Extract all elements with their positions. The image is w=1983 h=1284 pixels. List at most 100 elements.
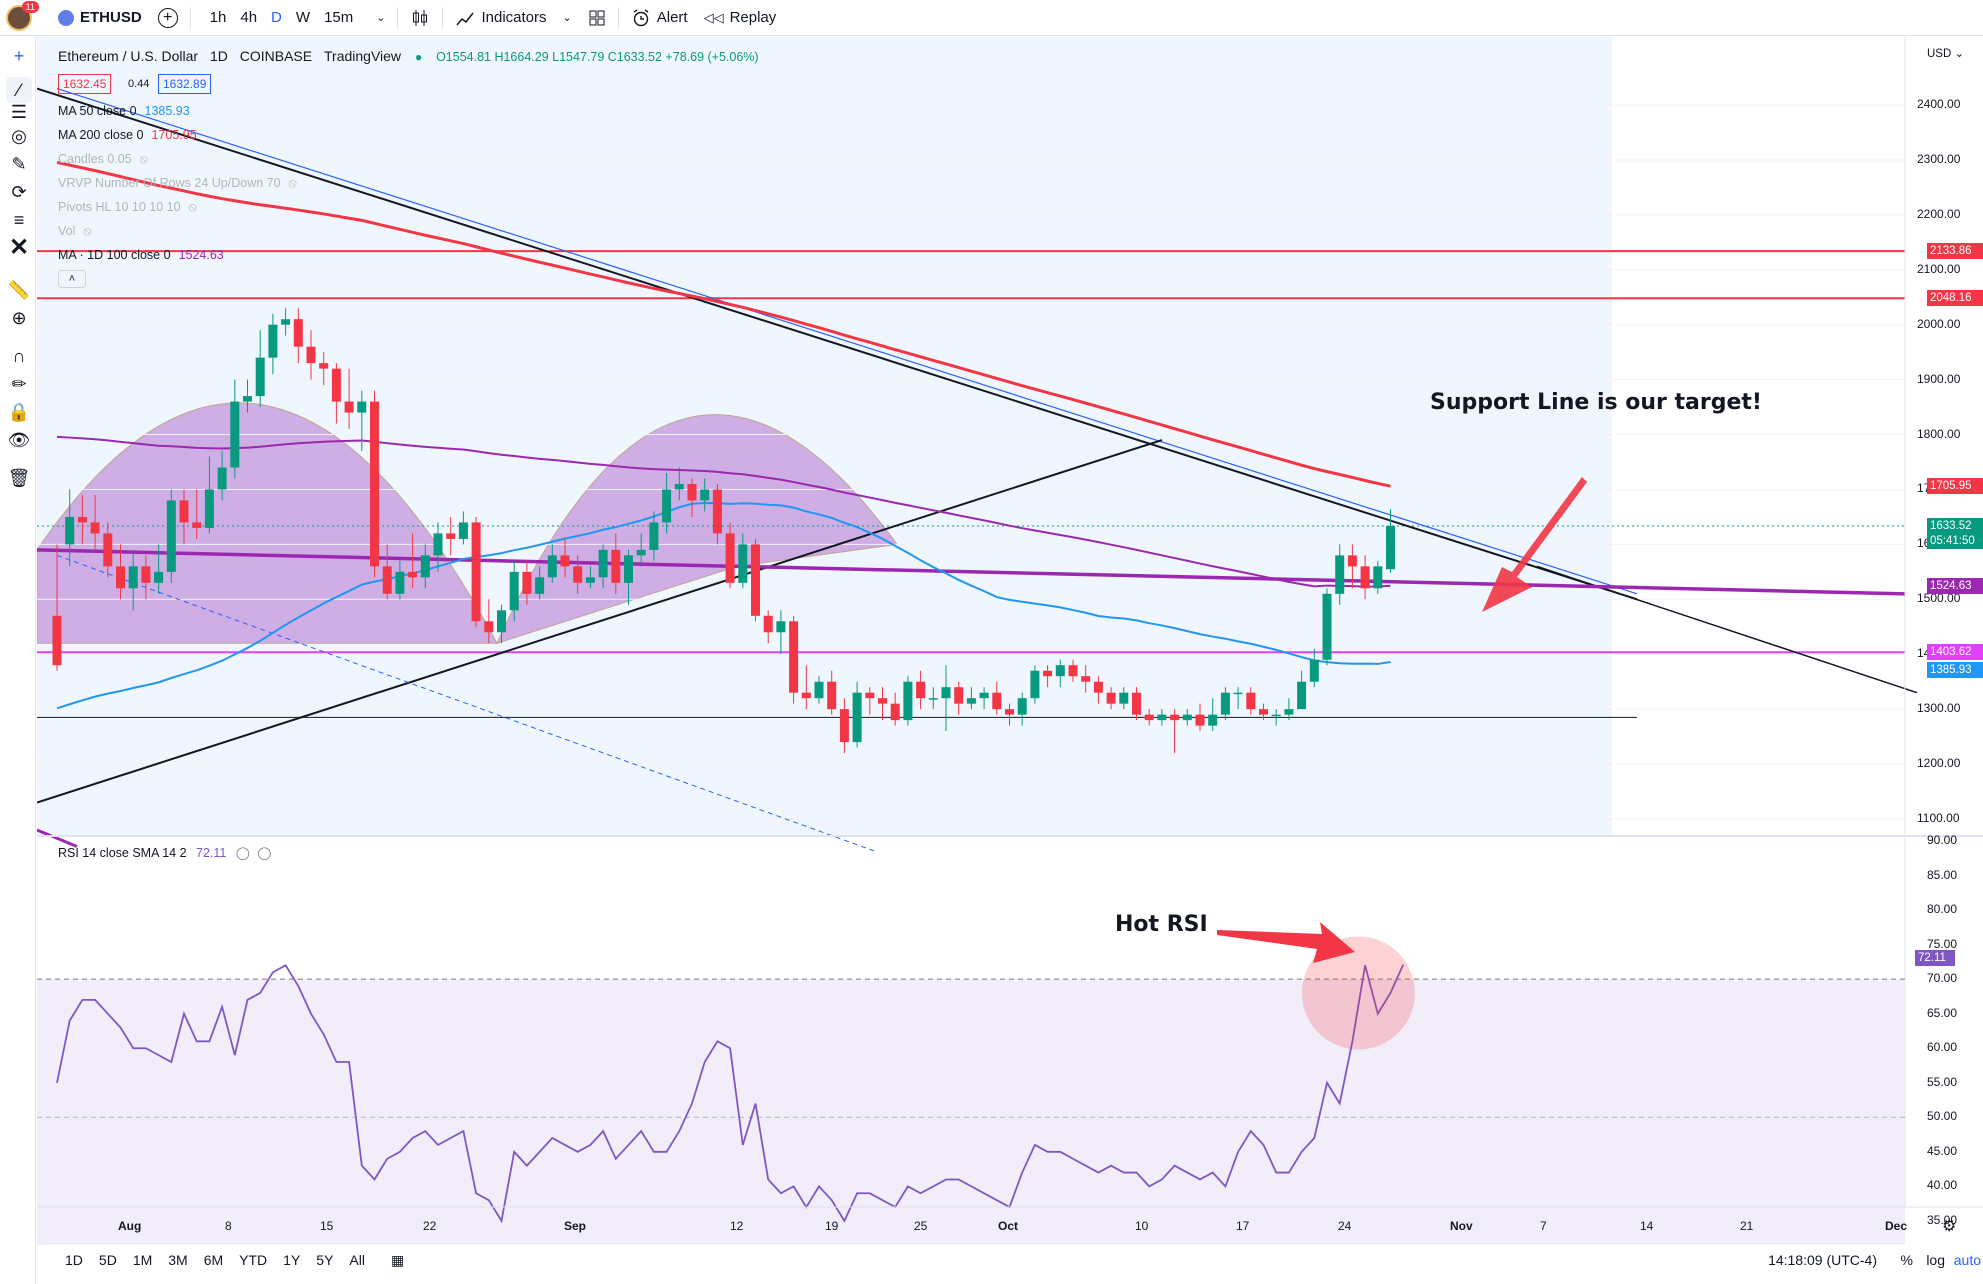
indicator-row[interactable]: VRVP Number Of Rows 24 Up/Down 70 ⦸ [58,176,297,191]
indicators-button[interactable]: Indicators [447,0,554,36]
symbol-search-button[interactable]: ETHUSD [50,0,150,36]
log-toggle[interactable]: log [1926,1252,1945,1268]
text-tool[interactable]: ≡ [6,207,32,233]
candle-body [128,566,138,589]
brush-tool[interactable]: ✎ [6,151,32,177]
market-open-dot: ● [414,50,423,64]
auto-toggle[interactable]: auto [1953,1252,1981,1268]
currency-label: USD [1927,48,1952,60]
range-1M[interactable]: 1M [132,1252,153,1268]
candle-body [712,489,722,534]
rsi-annotation[interactable]: Hot RSI [1115,912,1208,937]
resistance-trendline [37,87,1638,601]
date-range-icon[interactable]: ▦ [390,1251,405,1268]
indicators-label: Indicators [481,9,547,26]
candle-body [306,346,316,364]
delete-tool[interactable]: 🗑 [6,465,32,491]
indicator-row[interactable]: MA · 1D 100 close 0 1524.63 [58,248,224,262]
range-All[interactable]: All [349,1252,365,1268]
measure-tool[interactable]: 📏 [6,277,32,303]
candle-body [636,549,646,556]
indicator-row[interactable]: MA 200 close 0 1705.95 [58,128,197,142]
trendline-tool[interactable]: ∕ [6,77,32,103]
more-icon[interactable]: ◯ [257,846,272,860]
support-annotation[interactable]: Support Line is our target! [1430,390,1762,415]
prediction-tool[interactable]: ⟳ [6,179,32,205]
patterns-tool[interactable]: ◎ [6,123,32,149]
chart-type-button[interactable] [402,0,438,36]
indicator-row[interactable]: MA 50 close 0 1385.93 [58,104,190,118]
eye-hidden-icon[interactable]: ⦸ [188,200,197,214]
indicator-row[interactable]: Vol ⦸ [58,224,92,239]
alert-label: Alert [656,9,688,26]
compare-symbol-button[interactable]: + [150,0,186,36]
candle-body [1347,555,1357,567]
crosshair-tool[interactable]: + [6,43,32,69]
chart-canvas[interactable] [37,37,1983,1245]
rsi-value-tag: 72.11 [1915,950,1955,966]
range-1Y[interactable]: 1Y [283,1252,301,1268]
bid-price-box[interactable]: 1632.45 [58,74,112,94]
fib-tool[interactable]: ☰ [6,99,32,125]
grid-icon [589,10,605,25]
indicators-dropdown[interactable]: ⌄ [555,0,580,36]
timeframe-W[interactable]: W [295,9,311,26]
user-avatar[interactable]: 11 [6,0,39,31]
candle-body [776,621,786,633]
indicator-row[interactable]: Candles 0.05 ⦸ [58,152,148,167]
timeframe-D[interactable]: D [271,9,282,26]
ask-price-box[interactable]: 1632.89 [158,74,212,94]
eye-hidden-icon[interactable]: ⦸ [139,152,148,166]
range-3M[interactable]: 3M [168,1252,188,1268]
candle-body [1297,681,1307,710]
time-tick: 21 [1740,1219,1754,1233]
indicators-icon [456,12,475,25]
settings-icon[interactable]: ◯ [235,846,250,860]
timeframe-4h[interactable]: 4h [240,9,258,26]
clock-label[interactable]: 14:18:09 (UTC-4) [1768,1252,1877,1268]
hide-drawings-tool[interactable]: 👁 [6,427,32,453]
timeframe-dropdown[interactable]: ⌄ [368,0,393,36]
eye-hidden-icon[interactable]: ⦸ [288,176,297,190]
range-1D[interactable]: 1D [65,1252,83,1268]
candle-body [903,681,913,721]
range-YTD[interactable]: YTD [239,1252,268,1268]
candle-body [52,615,62,666]
range-6M[interactable]: 6M [203,1252,224,1268]
candle-body [1284,709,1294,715]
candle-body [116,566,125,589]
timeframe-15m[interactable]: 15m [324,9,354,26]
collapse-legend-button[interactable]: ˄ [58,270,86,288]
candle-body [281,319,291,325]
remove-drawings-tool[interactable]: ✕ [6,235,32,261]
timeframe-1h[interactable]: 1h [209,9,227,26]
alert-button[interactable]: Alert [623,0,696,36]
ma200-line [56,160,1391,488]
eye-hidden-icon[interactable]: ⦸ [83,224,92,238]
magnet-tool[interactable]: ∩ [6,343,32,369]
replay-button[interactable]: ◁◁ Replay [696,0,785,36]
candle-body [484,621,494,633]
price-tick: 2100.00 [1917,261,1961,276]
candle-body [801,692,811,699]
trash-icon: 🗑 [7,468,31,488]
stay-drawing-tool[interactable]: ✏ [6,371,32,397]
axis-settings-icon[interactable]: ⚙ [1942,1218,1957,1235]
candle-body [738,544,748,583]
candle-body [1106,692,1116,704]
layouts-button[interactable] [580,0,614,36]
range-5Y[interactable]: 5Y [316,1252,334,1268]
range-5D[interactable]: 5D [98,1252,117,1268]
magnet-icon: ∩ [12,346,26,366]
candle-body [268,324,278,358]
time-tick: Sep [564,1219,587,1233]
time-tick: Oct [998,1219,1019,1233]
percent-toggle[interactable]: % [1900,1252,1913,1268]
time-tick: Dec [1885,1219,1908,1233]
candle-body [674,483,684,490]
lock-drawings-tool[interactable]: 🔒 [6,399,32,425]
candle-body [763,615,773,633]
indicator-row[interactable]: Pivots HL 10 10 10 10 ⦸ [58,200,197,215]
currency-selector[interactable]: USD ⌄ [1927,48,1965,60]
zoom-tool[interactable]: ⊕ [6,305,32,331]
